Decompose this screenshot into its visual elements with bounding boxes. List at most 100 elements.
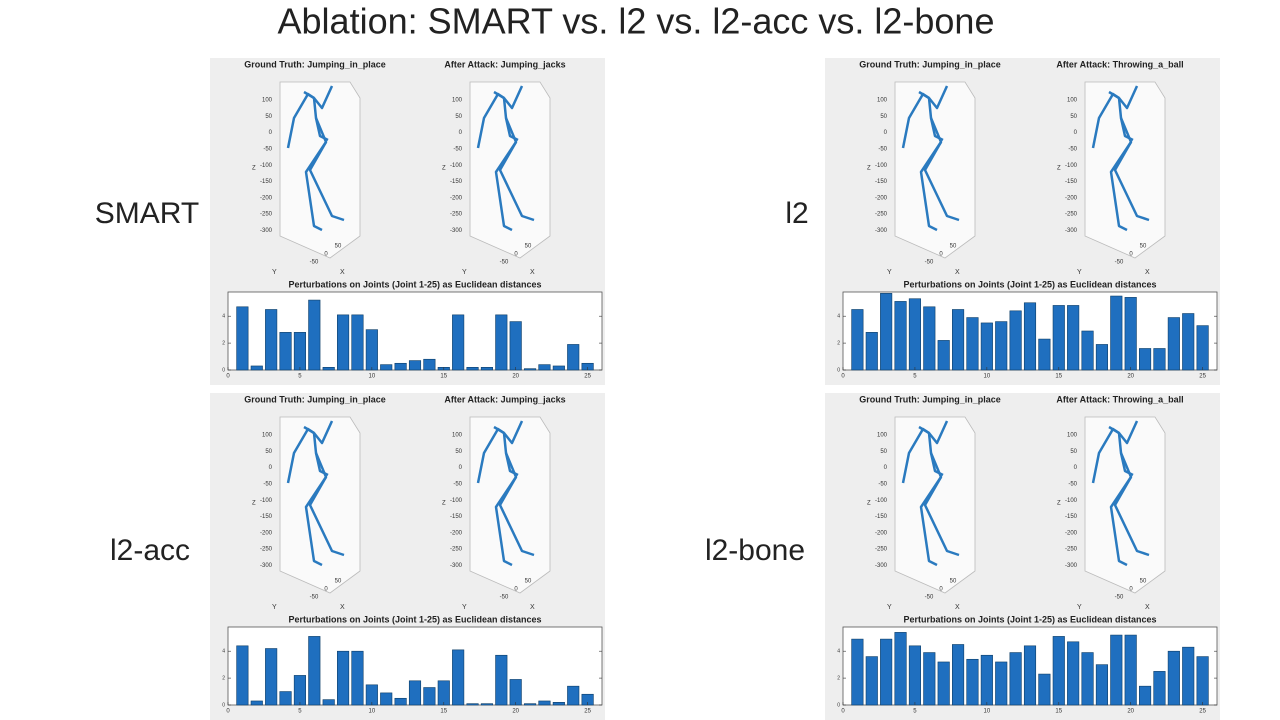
bar <box>495 314 508 371</box>
z-tick-label: 100 <box>877 98 888 104</box>
plot-box <box>894 416 976 594</box>
z-tick-label: 0 <box>1074 465 1078 471</box>
z-axis-label: Z <box>1057 166 1061 172</box>
x-tick-label: 0 <box>841 709 845 715</box>
bar <box>1167 317 1180 371</box>
y-tick-label: 4 <box>222 314 225 320</box>
z-tick-label: 50 <box>265 449 272 455</box>
bar <box>408 680 422 706</box>
z-tick-label: -200 <box>450 195 463 201</box>
bar <box>980 322 993 371</box>
subplot-title: After Attack: Jumping_jacks <box>444 59 565 69</box>
bar <box>1023 302 1037 371</box>
z-axis-label: Z <box>442 501 446 507</box>
z-tick-label: -100 <box>450 163 463 169</box>
bar <box>1182 646 1195 706</box>
z-tick-label: 100 <box>877 433 888 439</box>
bar <box>1052 305 1065 371</box>
skeleton-bone <box>308 476 345 557</box>
bar <box>337 314 350 371</box>
x-axis-label: X <box>340 604 345 611</box>
x-tick-label: 10 <box>984 374 991 380</box>
bar <box>1196 656 1209 706</box>
z-tick-label: -200 <box>450 530 463 536</box>
z-tick-label: -150 <box>1065 514 1078 520</box>
z-tick-label: 100 <box>452 433 463 439</box>
z-tick-label: -50 <box>878 146 887 152</box>
bar <box>1196 325 1209 371</box>
bar <box>365 684 378 706</box>
x-tick-label: 5 <box>298 709 302 715</box>
z-tick-label: -300 <box>260 228 273 234</box>
y-axis-label: Y <box>462 604 467 611</box>
skeleton-bone <box>1108 425 1120 435</box>
bar <box>995 661 1008 706</box>
z-tick-label: -250 <box>875 212 888 218</box>
bar <box>394 362 407 371</box>
z-tick-label: -100 <box>260 163 273 169</box>
subplot-title: Ground Truth: Jumping_in_place <box>244 394 386 404</box>
bar <box>1081 652 1094 706</box>
x-tick-label: 50 <box>335 244 342 250</box>
x-tick-label: 50 <box>1140 244 1147 250</box>
x-tick-label: 20 <box>512 374 519 380</box>
skeleton-bone <box>303 90 315 100</box>
x-tick-label: 0 <box>226 709 230 715</box>
z-axis-label: Z <box>442 166 446 172</box>
plot-box <box>894 81 976 259</box>
y-tick-label: 2 <box>837 675 840 681</box>
subplot-title: After Attack: Throwing_a_ball <box>1056 394 1183 404</box>
z-tick-label: 0 <box>269 130 273 136</box>
x-axis-label: X <box>530 604 535 611</box>
z-axis-label: Z <box>252 166 256 172</box>
z-tick-label: -150 <box>1065 179 1078 185</box>
z-tick-label: -300 <box>875 228 888 234</box>
skeleton-bone <box>1109 452 1133 567</box>
x-tick-label: 0 <box>324 587 328 593</box>
y-axis-label: Y <box>1077 604 1082 611</box>
x-tick-label: 0 <box>939 587 943 593</box>
bar <box>437 680 450 706</box>
y-tick-label: 2 <box>222 340 225 346</box>
bar <box>1110 295 1123 371</box>
x-tick-label: 0 <box>939 252 943 258</box>
bar <box>567 685 580 706</box>
z-axis-label: Z <box>867 501 871 507</box>
x-tick-label: 0 <box>514 252 518 258</box>
bar <box>466 367 479 371</box>
z-tick-label: -100 <box>1065 163 1078 169</box>
row-label: l2-bone <box>705 534 805 567</box>
z-tick-label: -250 <box>450 547 463 553</box>
y-axis-label: Y <box>272 604 277 611</box>
z-tick-label: -50 <box>1068 146 1077 152</box>
x-tick-label: -50 <box>310 260 319 266</box>
bar <box>567 344 580 371</box>
x-tick-label: 10 <box>369 709 376 715</box>
x-tick-label: 0 <box>514 587 518 593</box>
x-tick-label: 25 <box>584 709 591 715</box>
bar <box>1067 641 1080 706</box>
bar <box>1009 310 1022 371</box>
x-tick-label: 15 <box>1055 374 1062 380</box>
bar <box>308 636 321 706</box>
y-tick-label: 0 <box>837 367 840 373</box>
skeleton-bone <box>1108 90 1120 100</box>
x-tick-label: -50 <box>1115 595 1124 601</box>
z-tick-label: -200 <box>260 195 273 201</box>
x-tick-label: 50 <box>1140 579 1147 585</box>
plot-box <box>1084 416 1166 594</box>
subplot-title: After Attack: Jumping_jacks <box>444 394 565 404</box>
bar-chart-title: Perturbations on Joints (Joint 1-25) as … <box>903 279 1156 289</box>
bar <box>923 652 936 706</box>
skeleton-bone <box>1113 476 1150 557</box>
bar <box>923 306 936 371</box>
bar <box>1139 685 1152 706</box>
x-tick-label: 15 <box>1055 709 1062 715</box>
x-tick-label: 15 <box>440 374 447 380</box>
z-tick-label: 0 <box>459 465 463 471</box>
x-tick-label: 50 <box>335 579 342 585</box>
skeleton-bone <box>919 117 943 232</box>
bar <box>365 329 378 371</box>
z-tick-label: 50 <box>880 114 887 120</box>
